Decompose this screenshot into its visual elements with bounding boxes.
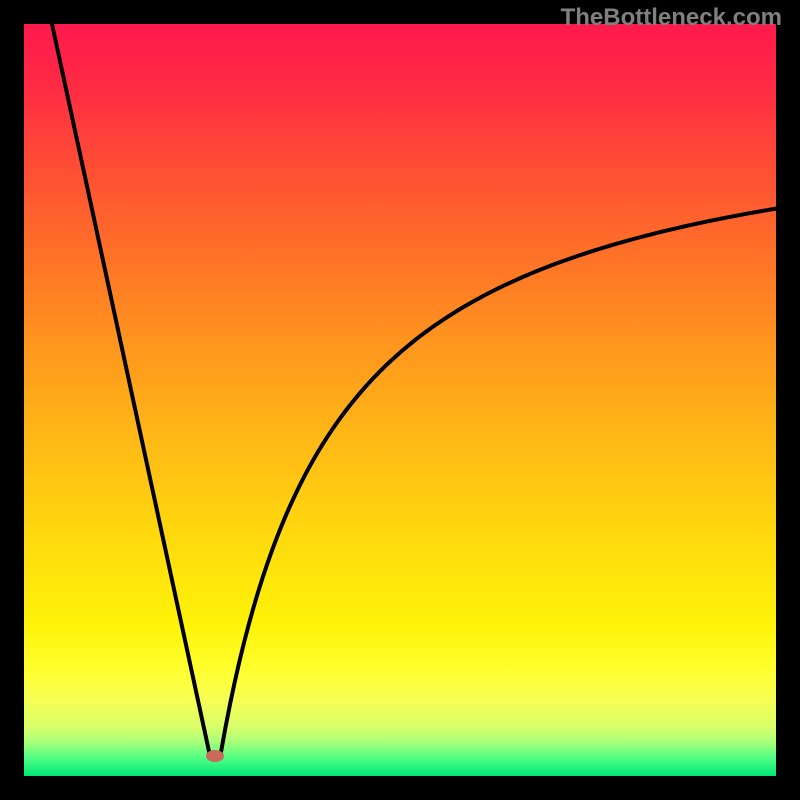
minimum-marker xyxy=(206,750,224,762)
watermark-text: TheBottleneck.com xyxy=(561,4,782,32)
chart-background xyxy=(24,24,776,776)
bottleneck-chart xyxy=(0,0,800,800)
chart-frame xyxy=(24,24,776,776)
